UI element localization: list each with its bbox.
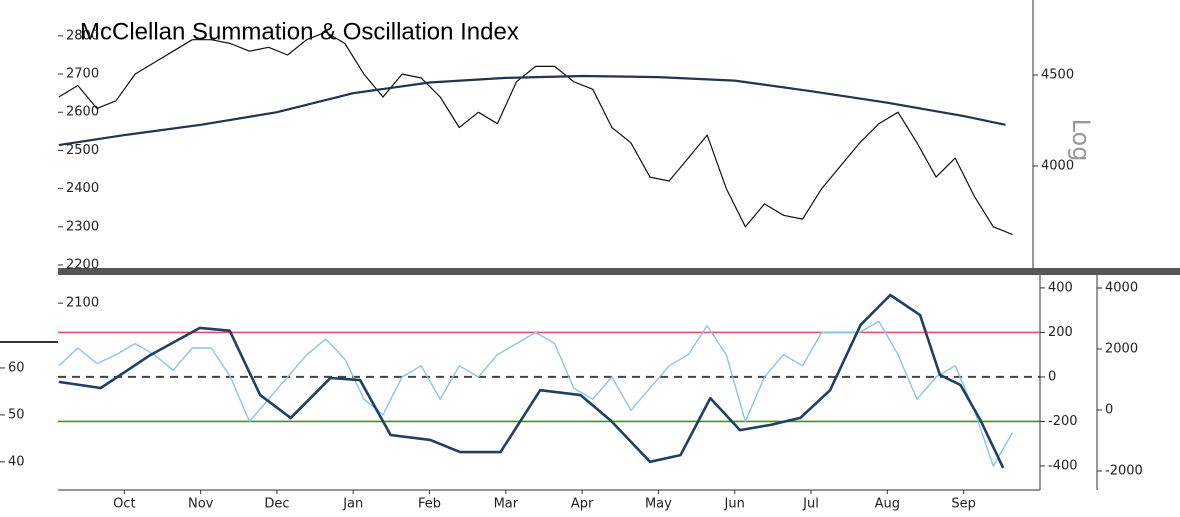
y-tick-label: -2000 <box>1105 463 1143 478</box>
line-series <box>58 293 1005 469</box>
y-tick-label: 2300 <box>66 219 99 234</box>
y-tick-label: 2100 <box>66 296 99 311</box>
y-tick-label: -400 <box>1048 458 1078 473</box>
y-tick-label: 2200 <box>66 257 99 272</box>
x-tick-label: Jul <box>802 497 819 512</box>
y-tick-label: 400 <box>1048 280 1073 295</box>
y-tick-label: 40 <box>8 454 25 469</box>
line-series <box>58 31 1013 235</box>
x-tick-label: Jun <box>724 497 745 512</box>
x-tick-label: Feb <box>418 497 441 512</box>
axis-label: Log <box>1067 119 1095 162</box>
chart-title: McClellan Summation & Oscillation Index <box>80 18 519 45</box>
y-tick-label: 4000 <box>1041 158 1074 173</box>
y-tick-label: -200 <box>1048 414 1078 429</box>
y-tick-label: 4000 <box>1105 280 1138 295</box>
x-tick-label: Oct <box>113 497 135 512</box>
y-tick-label: 50 <box>8 407 25 422</box>
x-tick-label: Apr <box>571 497 594 512</box>
x-tick-label: Aug <box>875 497 900 512</box>
x-tick-label: Nov <box>188 497 214 512</box>
y-tick-label: 0 <box>1048 369 1056 384</box>
y-tick-label: 2600 <box>66 105 99 120</box>
y-tick-label: 2400 <box>66 181 99 196</box>
x-tick-label: Mar <box>494 497 519 512</box>
y-tick-label: 2700 <box>66 67 99 82</box>
y-tick-label: 200 <box>1048 325 1073 340</box>
y-tick-label: 0 <box>1105 402 1113 417</box>
y-tick-label: 60 <box>8 360 25 375</box>
x-tick-label: May <box>645 497 672 512</box>
y-tick-label: 2500 <box>66 143 99 158</box>
y-tick-label: 2800 <box>66 28 99 43</box>
y-tick-label: 2000 <box>1105 341 1138 356</box>
line-series <box>58 74 1006 147</box>
x-tick-label: Sep <box>951 497 976 512</box>
line-series <box>58 320 1014 467</box>
x-tick-label: Dec <box>264 497 289 512</box>
y-tick-label: 4500 <box>1041 68 1074 83</box>
panel-separator <box>58 268 1180 275</box>
x-tick-label: Jan <box>342 497 363 512</box>
